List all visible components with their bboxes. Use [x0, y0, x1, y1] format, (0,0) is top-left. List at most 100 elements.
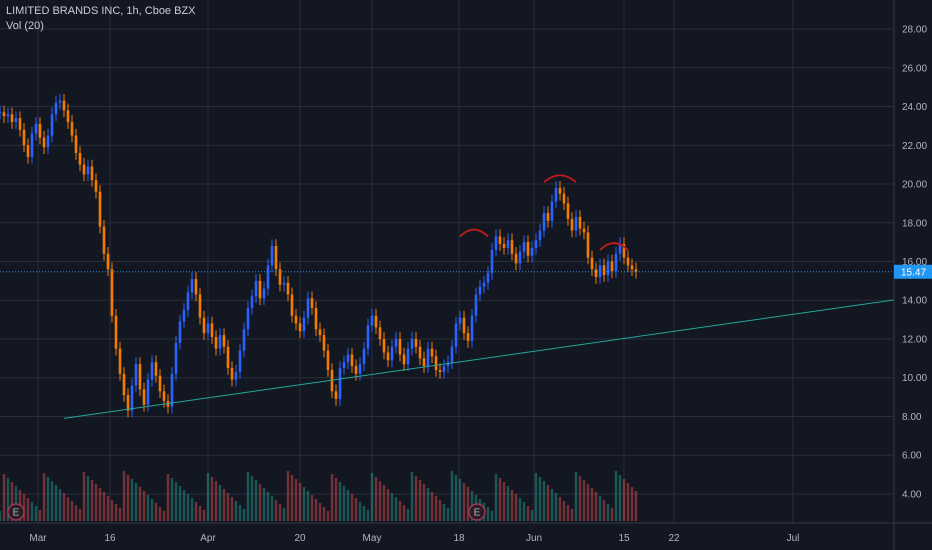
volume-bar — [630, 487, 634, 521]
volume-bar — [494, 474, 498, 521]
price-tick-label: 22.00 — [902, 141, 927, 152]
candle-body — [322, 335, 326, 351]
volume-bar — [450, 471, 454, 521]
volume-bar — [534, 473, 538, 521]
volume-bar — [506, 486, 510, 521]
volume-bar — [426, 488, 430, 521]
time-tick-label: Mar — [29, 533, 47, 544]
volume-bar — [58, 489, 62, 521]
volume-bar — [382, 485, 386, 521]
volume-bar — [62, 493, 66, 521]
candle-body — [410, 338, 414, 349]
volume-bar — [370, 473, 374, 521]
candle-body — [486, 273, 490, 283]
volume-bar — [590, 488, 594, 521]
volume-bar — [434, 496, 438, 521]
candle-body — [2, 112, 6, 117]
price-axis[interactable]: 28.00 26.00 24.00 22.00 20.00 18.00 16.00 14.00… — [893, 0, 932, 550]
volume-indicator-label[interactable]: Vol (20) — [6, 20, 44, 32]
volume-bar — [90, 480, 94, 521]
volume-bar — [102, 492, 106, 521]
earnings-marker[interactable]: E — [468, 503, 486, 521]
candle-body — [162, 391, 166, 401]
price-tick-label: 18.00 — [902, 218, 927, 229]
candle-body — [42, 137, 46, 148]
volume-bar — [86, 476, 90, 521]
volume-bar — [222, 489, 226, 521]
earnings-marker-circle — [468, 503, 486, 521]
volume-bar — [486, 507, 490, 521]
volume-bar — [162, 511, 166, 521]
volume-bar — [154, 503, 158, 521]
candle-body — [534, 240, 538, 248]
volume-bar — [118, 508, 122, 521]
volume-bar — [122, 471, 126, 521]
candle-body — [578, 216, 582, 229]
volume-bar — [394, 497, 398, 521]
volume-bar — [562, 501, 566, 521]
candle-body — [506, 240, 510, 248]
chart-grid — [0, 0, 894, 523]
volume-bar — [326, 511, 330, 521]
volume-bar — [390, 493, 394, 521]
time-axis[interactable]: Mar 16 Apr 20 May 18 Jun 15 22 Jul — [0, 522, 932, 544]
time-tick-label: 22 — [668, 533, 680, 544]
candle-body — [190, 278, 194, 293]
volume-bar — [570, 509, 574, 521]
volume-bar — [322, 507, 326, 521]
candle-body — [426, 348, 430, 367]
candle-body — [554, 187, 558, 202]
candle-body — [318, 329, 322, 336]
volume-bar — [170, 478, 174, 521]
candle-body — [358, 364, 362, 374]
candle-body — [306, 298, 310, 318]
volume-bar — [454, 475, 458, 521]
volume-bar — [214, 481, 218, 521]
volume-bar — [130, 479, 134, 521]
volume-bar — [614, 471, 618, 521]
volume-bar — [414, 476, 418, 521]
candle-body — [626, 257, 630, 266]
volume-bar — [42, 473, 46, 521]
earnings-marker-label: E — [474, 508, 481, 519]
candle-body — [38, 123, 42, 138]
candle-body — [458, 317, 462, 324]
volume-bar — [446, 508, 450, 521]
volume-bar — [142, 491, 146, 521]
candle-body — [202, 317, 206, 334]
volume-bar — [362, 506, 366, 521]
volume-bar — [582, 480, 586, 521]
candle-body — [86, 166, 90, 175]
candle-body — [230, 368, 234, 380]
head-arc — [543, 174, 577, 184]
candle-body — [442, 366, 446, 372]
candle-body — [586, 232, 590, 258]
candle-body — [294, 315, 298, 324]
candle-body — [362, 348, 366, 365]
volume-bar — [634, 491, 638, 521]
volume-bar — [430, 492, 434, 521]
candle-body — [466, 333, 470, 341]
volume-bar — [350, 494, 354, 521]
candle-body — [462, 317, 466, 334]
candle-body — [234, 371, 238, 380]
candle-body — [178, 321, 182, 343]
volume-bar — [542, 481, 546, 521]
candle-body — [74, 135, 78, 154]
candle-body — [630, 265, 634, 270]
volume-bar — [442, 504, 446, 521]
candle-body — [46, 135, 50, 148]
candle-body — [610, 261, 614, 272]
volume-bar — [518, 498, 522, 521]
candle-body — [286, 282, 290, 295]
candle-body — [194, 278, 198, 295]
volume-bar — [190, 498, 194, 521]
symbol-title[interactable]: LIMITED BRANDS INC, 1h, Cboe BZX — [6, 5, 196, 17]
candle-body — [22, 129, 26, 146]
volume-bar — [146, 495, 150, 521]
volume-bar — [2, 474, 6, 521]
volume-bar — [334, 478, 338, 521]
time-tick-label: 20 — [294, 533, 306, 544]
earnings-marker[interactable]: E — [7, 503, 25, 521]
